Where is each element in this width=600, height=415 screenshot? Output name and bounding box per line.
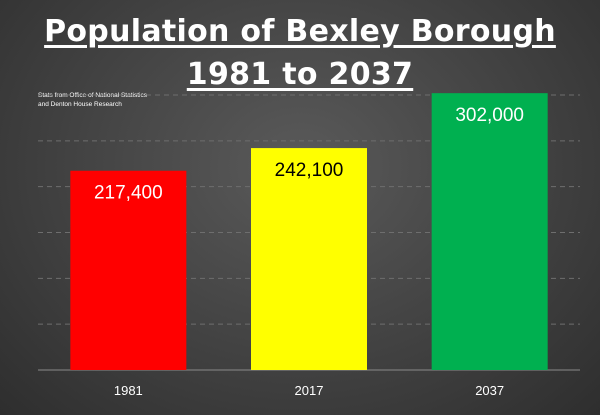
chart-title-line-1: Population of Bexley Borough xyxy=(44,14,556,49)
data-label-1981: 217,400 xyxy=(94,183,163,204)
bar-1981 xyxy=(70,170,187,370)
data-label-2037: 302,000 xyxy=(455,105,524,126)
source-note-line-2: and Denton House Research xyxy=(38,101,122,108)
bar-2037 xyxy=(431,93,548,371)
chart-title-line-2: 1981 to 2037 xyxy=(186,57,414,92)
data-label-2017: 242,100 xyxy=(275,160,344,181)
x-tick-label-2017: 2017 xyxy=(295,383,324,398)
x-tick-label-2037: 2037 xyxy=(475,383,504,398)
bar-2017 xyxy=(251,148,367,370)
x-tick-label-1981: 1981 xyxy=(114,383,143,398)
